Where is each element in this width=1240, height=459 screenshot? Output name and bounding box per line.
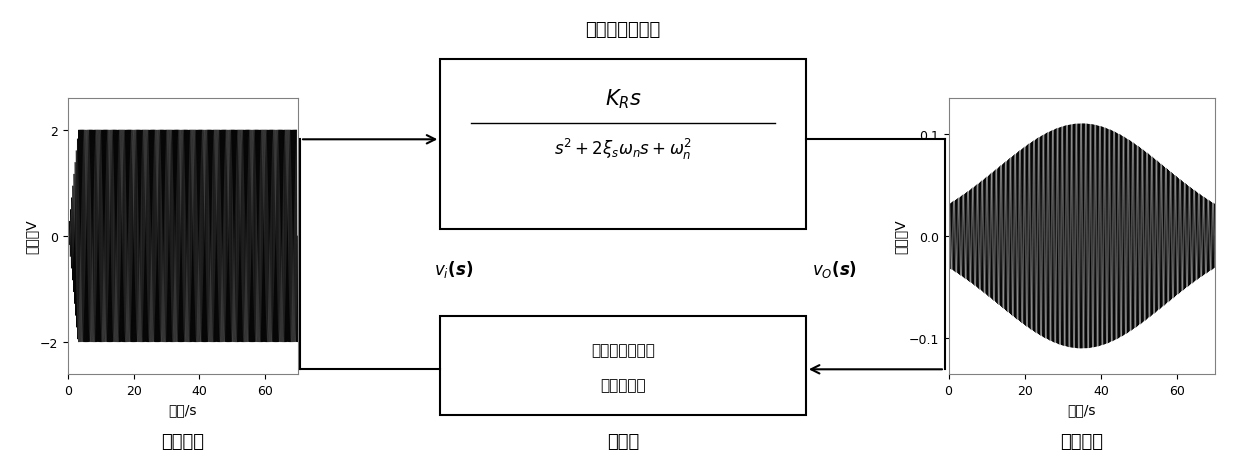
Text: 变送器: 变送器 <box>606 431 640 450</box>
Text: $K_R s$: $K_R s$ <box>605 87 641 111</box>
Text: $\boldsymbol{v_i(s)}$: $\boldsymbol{v_i(s)}$ <box>434 258 474 279</box>
Text: 流量管振动系统: 流量管振动系统 <box>585 21 661 39</box>
Text: 激励信号: 激励信号 <box>161 431 205 450</box>
Y-axis label: 幅値／V: 幅値／V <box>893 219 908 254</box>
Text: $s^2 + 2\xi_s\omega_n s + \omega_n^2$: $s^2 + 2\xi_s\omega_n s + \omega_n^2$ <box>554 137 692 162</box>
Text: $\boldsymbol{v_O(s)}$: $\boldsymbol{v_O(s)}$ <box>812 258 857 279</box>
Text: 值跟踪控制: 值跟踪控制 <box>600 377 646 392</box>
Text: 输出信号: 输出信号 <box>1060 431 1104 450</box>
Y-axis label: 幅値／V: 幅値／V <box>25 219 38 254</box>
Text: 频率、相位和幅: 频率、相位和幅 <box>591 342 655 358</box>
X-axis label: 时间/s: 时间/s <box>1068 402 1096 416</box>
X-axis label: 时间/s: 时间/s <box>169 402 197 416</box>
